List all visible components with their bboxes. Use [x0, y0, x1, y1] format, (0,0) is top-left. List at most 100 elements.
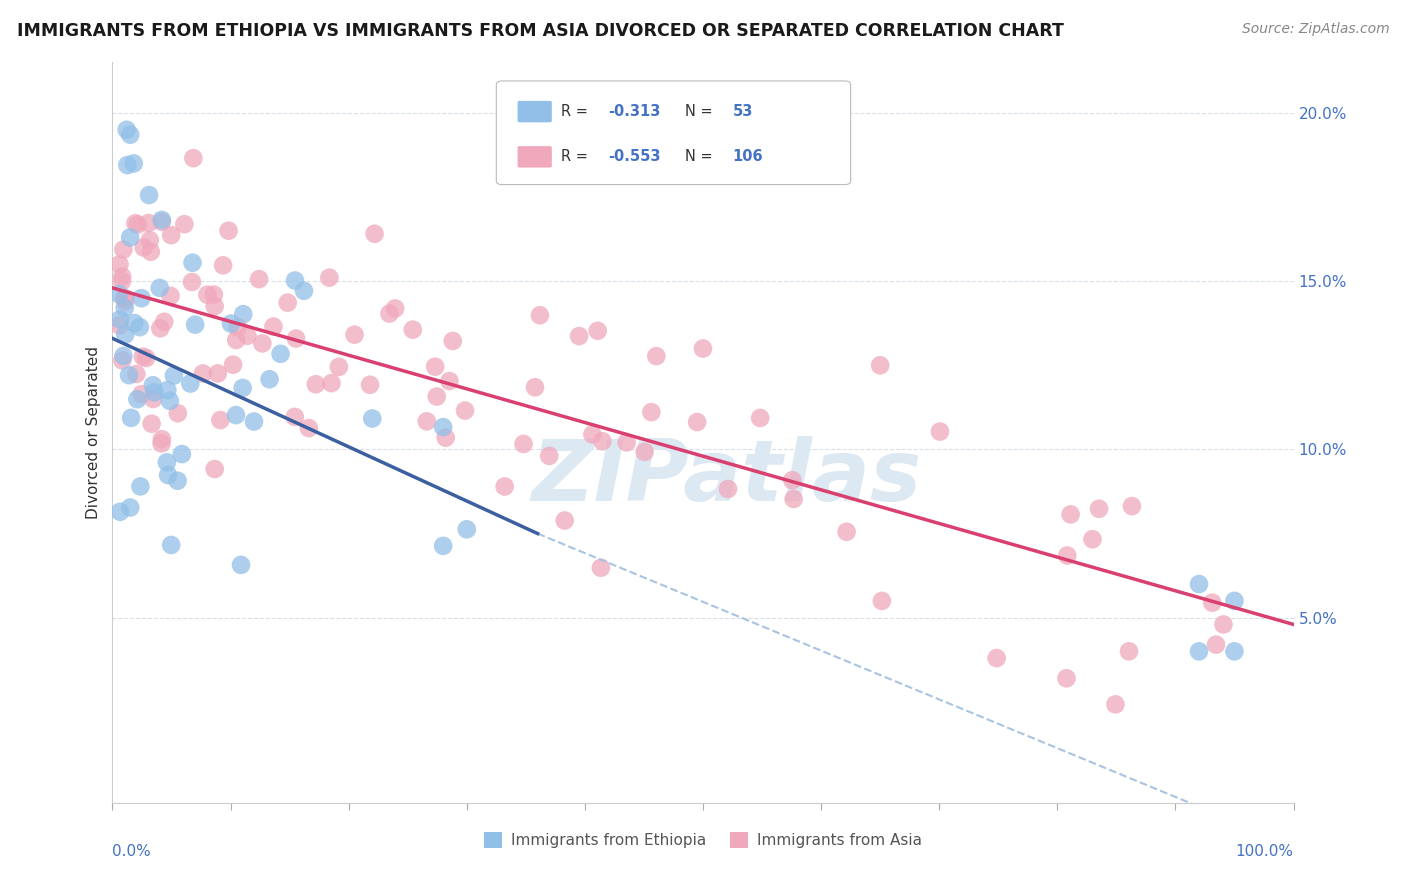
- Point: [1188, 577, 1211, 591]
- Point: [232, 307, 254, 321]
- Point: [686, 415, 709, 429]
- Point: [284, 409, 307, 424]
- Text: R =: R =: [561, 149, 593, 164]
- Point: [441, 334, 464, 348]
- Point: [122, 156, 145, 170]
- Point: [717, 482, 740, 496]
- Point: [456, 522, 478, 536]
- Point: [870, 594, 893, 608]
- Point: [160, 538, 183, 552]
- Point: [591, 434, 613, 449]
- Point: [204, 299, 226, 313]
- Point: [568, 329, 591, 343]
- Point: [207, 367, 229, 381]
- Point: [124, 216, 146, 230]
- Point: [120, 128, 142, 142]
- Point: [127, 218, 149, 232]
- Point: [262, 319, 284, 334]
- Point: [150, 215, 173, 229]
- Point: [586, 324, 609, 338]
- Point: [512, 437, 534, 451]
- Text: 100.0%: 100.0%: [1236, 844, 1294, 858]
- Point: [219, 317, 242, 331]
- Point: [434, 431, 457, 445]
- Point: [112, 243, 135, 257]
- Point: [416, 414, 439, 428]
- Point: [166, 406, 188, 420]
- Point: [183, 151, 205, 165]
- Point: [128, 320, 150, 334]
- Point: [111, 269, 134, 284]
- Point: [150, 213, 173, 227]
- Point: [114, 294, 136, 309]
- FancyBboxPatch shape: [517, 146, 551, 168]
- Point: [111, 274, 134, 288]
- Text: R =: R =: [561, 104, 593, 120]
- Point: [114, 327, 136, 342]
- Point: [111, 353, 134, 368]
- Point: [118, 368, 141, 383]
- Point: [115, 122, 138, 136]
- Point: [298, 421, 321, 435]
- Point: [156, 383, 179, 397]
- Point: [135, 351, 157, 365]
- Point: [1081, 533, 1104, 547]
- Point: [318, 270, 340, 285]
- Point: [426, 390, 449, 404]
- Point: [179, 376, 201, 391]
- Point: [361, 411, 384, 425]
- Point: [554, 514, 576, 528]
- Point: [120, 230, 142, 244]
- Point: [129, 479, 152, 493]
- Point: [835, 524, 858, 539]
- Point: [277, 295, 299, 310]
- Point: [247, 272, 270, 286]
- Point: [633, 445, 655, 459]
- Point: [252, 336, 274, 351]
- Point: [432, 420, 454, 434]
- Text: N =: N =: [685, 104, 717, 120]
- Point: [225, 333, 247, 347]
- Point: [226, 320, 249, 334]
- Point: [1121, 499, 1143, 513]
- Point: [439, 374, 461, 388]
- Point: [195, 287, 218, 301]
- Point: [184, 318, 207, 332]
- Point: [292, 284, 315, 298]
- Text: IMMIGRANTS FROM ETHIOPIA VS IMMIGRANTS FROM ASIA DIVORCED OR SEPARATED CORRELATI: IMMIGRANTS FROM ETHIOPIA VS IMMIGRANTS F…: [17, 22, 1064, 40]
- Point: [117, 158, 139, 172]
- Point: [156, 455, 179, 469]
- Point: [425, 359, 447, 374]
- Point: [108, 257, 131, 271]
- Point: [120, 500, 142, 515]
- Point: [1223, 644, 1246, 658]
- Point: [125, 367, 148, 381]
- Point: [1088, 501, 1111, 516]
- Text: 0.0%: 0.0%: [112, 844, 152, 858]
- Point: [163, 368, 186, 383]
- Point: [181, 275, 204, 289]
- Point: [1223, 594, 1246, 608]
- Point: [782, 473, 804, 487]
- Point: [378, 307, 401, 321]
- Point: [328, 359, 350, 374]
- Point: [191, 367, 214, 381]
- Legend: Immigrants from Ethiopia, Immigrants from Asia: Immigrants from Ethiopia, Immigrants fro…: [478, 826, 928, 855]
- Point: [929, 425, 952, 439]
- Point: [153, 315, 176, 329]
- Point: [581, 427, 603, 442]
- Point: [284, 273, 307, 287]
- Point: [384, 301, 406, 316]
- Point: [692, 342, 714, 356]
- Text: -0.553: -0.553: [609, 149, 661, 164]
- Point: [232, 381, 254, 395]
- Text: -0.313: -0.313: [609, 104, 661, 120]
- Point: [869, 359, 891, 373]
- Point: [538, 449, 561, 463]
- Point: [132, 241, 155, 255]
- Text: ZIPatlas: ZIPatlas: [531, 435, 922, 518]
- Point: [127, 392, 149, 407]
- Point: [1188, 644, 1211, 658]
- Point: [218, 224, 240, 238]
- Point: [150, 436, 173, 450]
